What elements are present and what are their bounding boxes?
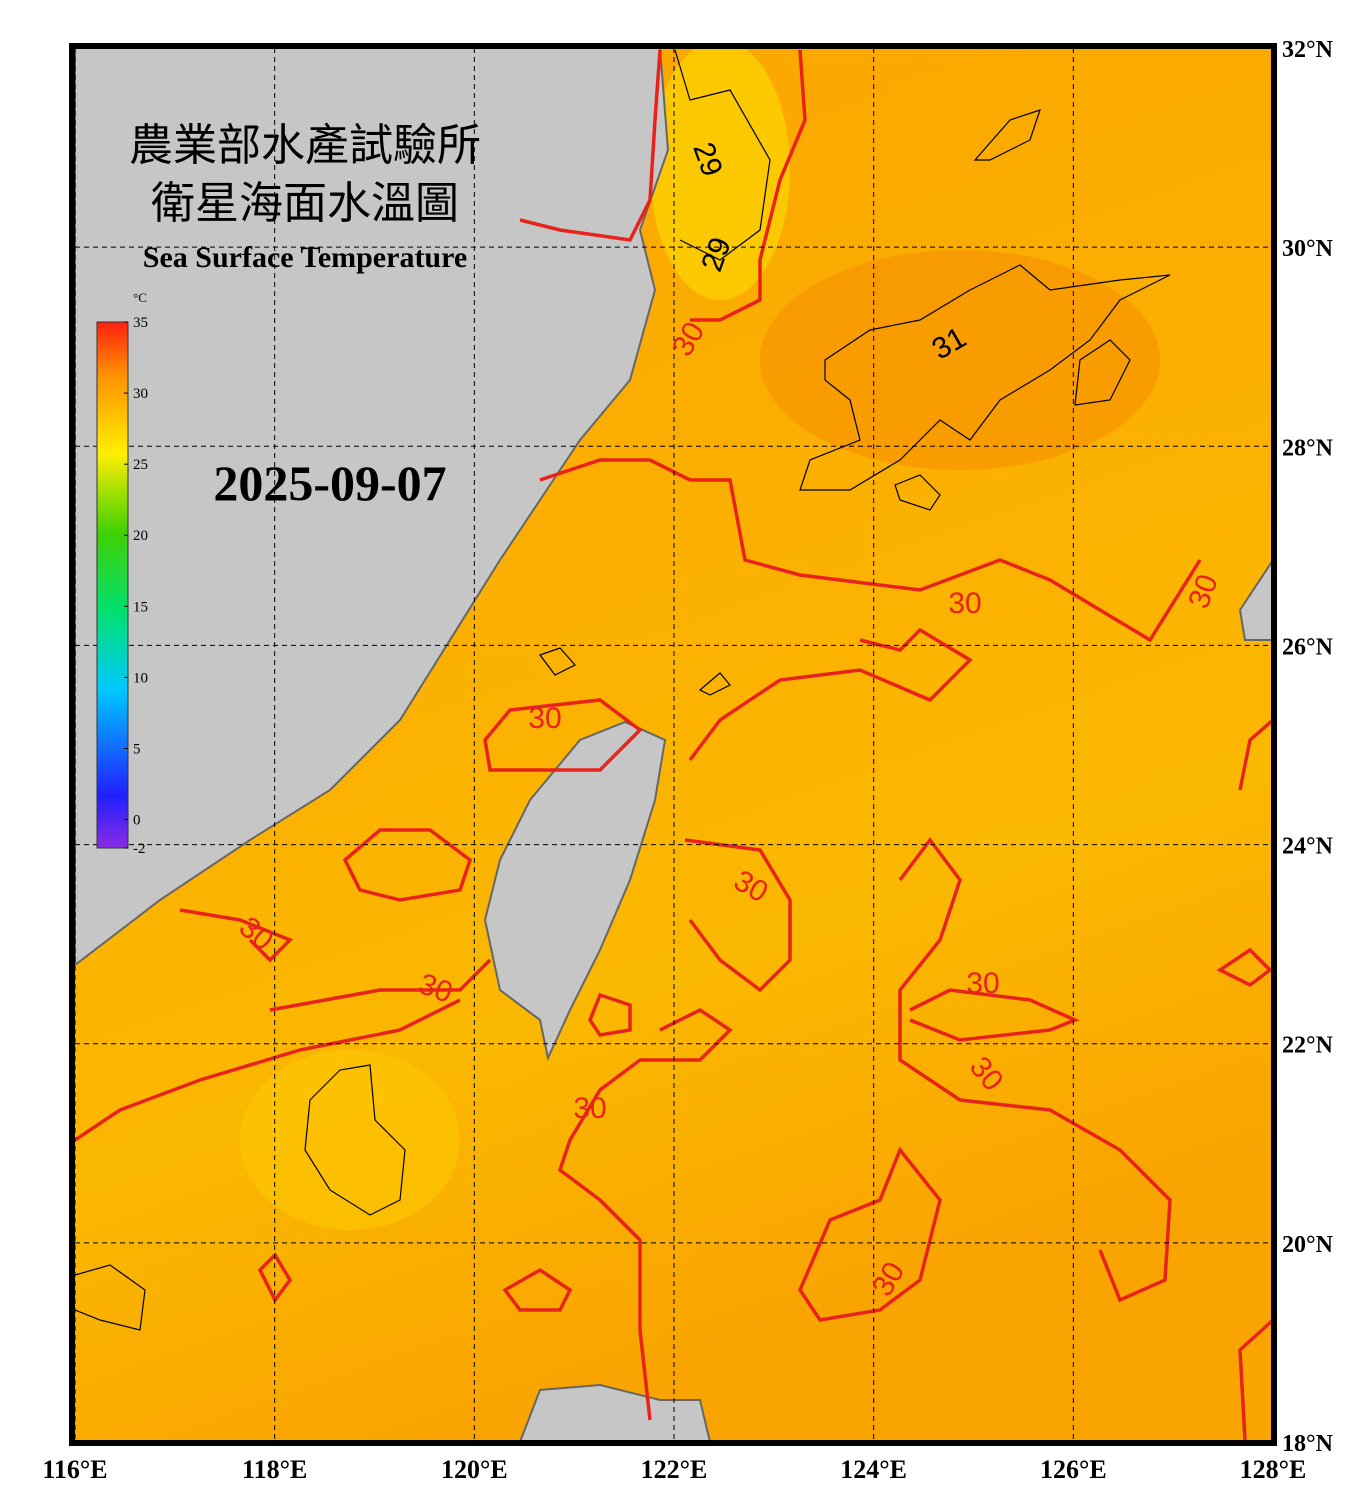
contour-label: 30 [966,967,999,1000]
lon-label: 120°E [441,1455,508,1484]
isotherm-30 [75,49,1273,1441]
lat-label: 24°N [1282,834,1334,860]
warm-anomaly [650,48,790,300]
lon-label: 126°E [1040,1455,1107,1484]
lon-label: 122°E [641,1455,708,1484]
colorbar-tick-label: -2 [133,841,146,857]
warm-anomaly [760,250,1160,470]
lat-label: 32°N [1282,37,1334,63]
lat-label: 20°N [1282,1232,1334,1258]
colorbar-tick-label: 10 [133,670,148,686]
colorbar-tick-label: 25 [133,457,148,473]
lat-label: 18°N [1282,1431,1334,1457]
isotherm-black [75,49,1171,1331]
title-line: 農業部水產試驗所 [129,121,481,170]
map-area [75,48,1273,1442]
colorbar-tick-label: 0 [133,813,141,829]
lon-label: 116°E [42,1455,107,1484]
lat-label: 26°N [1282,634,1334,660]
island [1238,558,1273,641]
contour-label: 30 [528,702,561,735]
title-line: 衛星海面水溫圖 [151,179,459,228]
lat-label: 30°N [1282,236,1334,262]
warm-anomaly [240,1050,460,1230]
mainland [75,48,670,967]
title-block: 農業部水產試驗所 衛星海面水溫圖 Sea Surface Temperature… [129,121,481,511]
map-frame [69,43,1277,1446]
date: 2025-09-07 [213,455,446,511]
contour-label: 30 [573,1092,606,1125]
luzon [518,1383,712,1442]
taiwan [483,720,667,1062]
lat-label: 28°N [1282,435,1334,461]
colorbar [96,321,129,849]
graticule [75,48,1273,1442]
colorbar-tick-label: 35 [133,315,148,331]
contour-label: 30 [948,587,981,620]
lon-label: 128°E [1240,1455,1307,1484]
colorbar-tick-label: 30 [133,386,148,402]
colorbar-unit: °C [133,290,147,305]
lon-label: 118°E [242,1455,307,1484]
colorbar-tick-label: 20 [133,528,148,544]
subtitle: Sea Surface Temperature [143,241,467,274]
lon-label: 124°E [840,1455,907,1484]
colorbar-tick-label: 15 [133,599,148,615]
colorbar-tick-label: 5 [133,741,141,757]
lat-label: 22°N [1282,1033,1334,1059]
